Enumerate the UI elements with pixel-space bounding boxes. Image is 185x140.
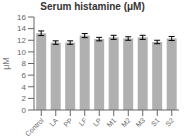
svg-text:μM: μM [1,57,11,70]
svg-text:S2: S2 [164,117,175,128]
svg-text:10: 10 [17,48,26,57]
html-text:Serum histamine (μM): Serum histamine (μM) [40,1,145,12]
svg-text:16: 16 [17,13,26,22]
svg-text:LA: LA [48,116,59,127]
svg-text:6: 6 [22,71,27,80]
svg-text:0: 0 [22,106,27,115]
svg-text:2: 2 [22,94,27,103]
svg-text:PP: PP [62,116,74,128]
svg-text:12: 12 [17,36,26,45]
svg-text:S1: S1 [150,117,161,128]
svg-text:M1: M1 [105,117,117,129]
svg-text:8: 8 [22,59,27,68]
svg-text:LF: LF [78,117,89,128]
svg-text:Control: Control [24,116,45,137]
svg-text:LP: LP [92,116,103,127]
svg-text:14: 14 [17,24,26,33]
svg-text:M3: M3 [134,117,146,129]
svg-text:M2: M2 [120,117,132,129]
svg-text:4: 4 [22,83,27,92]
